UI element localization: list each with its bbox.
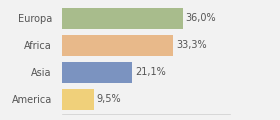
Bar: [62, 35, 174, 56]
Text: 33,3%: 33,3%: [176, 40, 207, 50]
Bar: [62, 89, 94, 110]
Bar: [62, 62, 132, 83]
Text: 9,5%: 9,5%: [96, 94, 121, 104]
Text: 36,0%: 36,0%: [185, 13, 216, 23]
Text: 21,1%: 21,1%: [135, 67, 166, 77]
Bar: [62, 8, 183, 29]
